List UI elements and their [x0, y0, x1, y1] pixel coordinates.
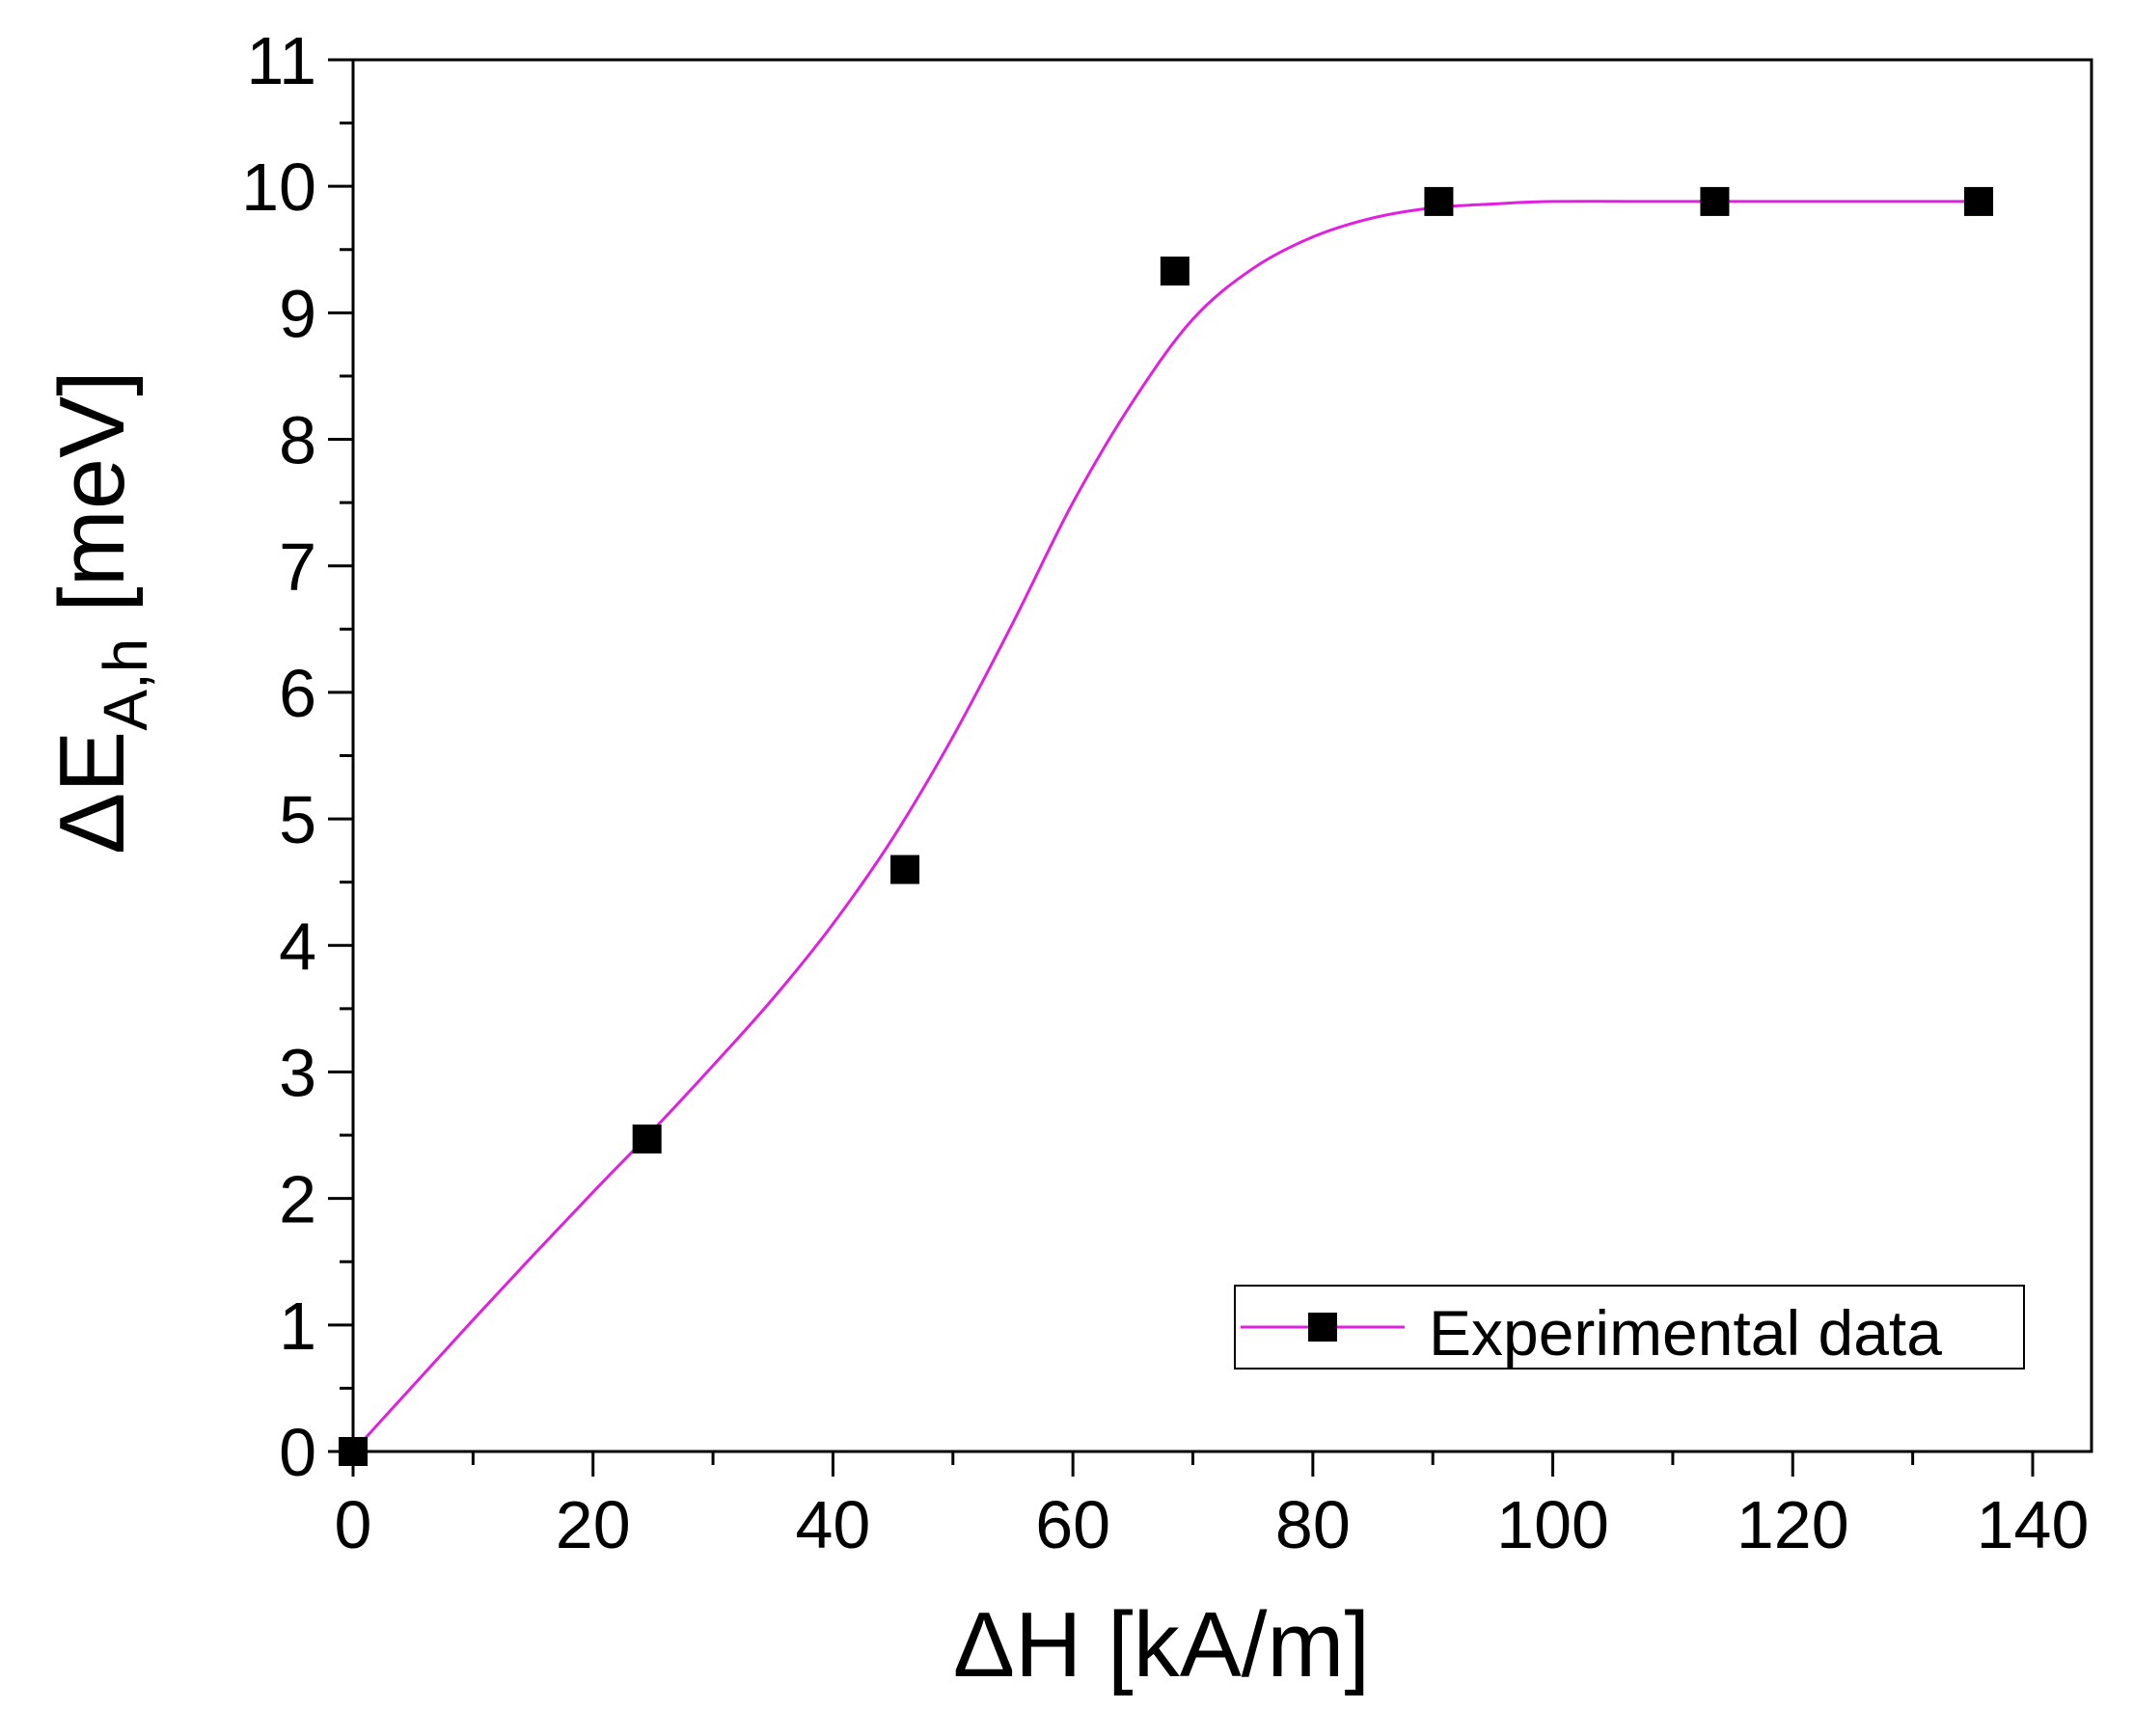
y-tick-label: 3: [279, 1035, 316, 1110]
legend-marker-sample: [1308, 1313, 1337, 1342]
x-axis-ticks: 0 20 40 60 80 100 120 140: [335, 1451, 2090, 1562]
y-tick-label: 0: [279, 1415, 316, 1490]
data-point: [1964, 186, 1994, 216]
y-tick-label: 2: [279, 1162, 316, 1237]
y-axis-label: ΔEA,h [meV]: [41, 370, 160, 854]
y-tick-label: 5: [279, 782, 316, 857]
x-tick-label: 60: [1035, 1487, 1110, 1562]
legend-label: Experimental data: [1429, 1297, 1942, 1369]
y-tick-label: 4: [279, 909, 316, 984]
data-markers: [339, 186, 1994, 1466]
x-tick-label: 100: [1496, 1487, 1609, 1562]
x-tick-label: 20: [556, 1487, 631, 1562]
data-point: [1700, 186, 1730, 216]
x-tick-label: 80: [1275, 1487, 1351, 1562]
y-tick-label: 1: [279, 1288, 316, 1364]
fit-curve-line: [351, 200, 1980, 1453]
data-point: [1160, 257, 1190, 286]
y-tick-label: 7: [279, 529, 316, 605]
legend: Experimental data: [1234, 1285, 2025, 1370]
data-point: [1424, 186, 1454, 216]
y-axis-label-subscript: A,h: [91, 638, 160, 731]
y-tick-label: 9: [279, 276, 316, 351]
plot-area: [339, 186, 1994, 1466]
x-tick-label: 40: [795, 1487, 870, 1562]
data-point: [632, 1124, 662, 1153]
y-axis-ticks: 0 1 2 3 4 5 6 7 8 9 10 11: [241, 23, 353, 1490]
x-tick-label: 0: [335, 1487, 372, 1562]
y-axis-label-suffix: [meV]: [41, 370, 144, 637]
y-axis-label-prefix: ΔE: [41, 731, 144, 854]
x-tick-label: 140: [1977, 1487, 2090, 1562]
x-axis-label: ΔH [kA/m]: [953, 1593, 1370, 1696]
y-tick-label: 10: [241, 149, 316, 225]
data-point: [890, 854, 920, 884]
y-tick-label: 8: [279, 403, 316, 478]
y-tick-label: 11: [246, 23, 316, 98]
y-tick-label: 6: [279, 656, 316, 731]
x-tick-label: 120: [1736, 1487, 1849, 1562]
